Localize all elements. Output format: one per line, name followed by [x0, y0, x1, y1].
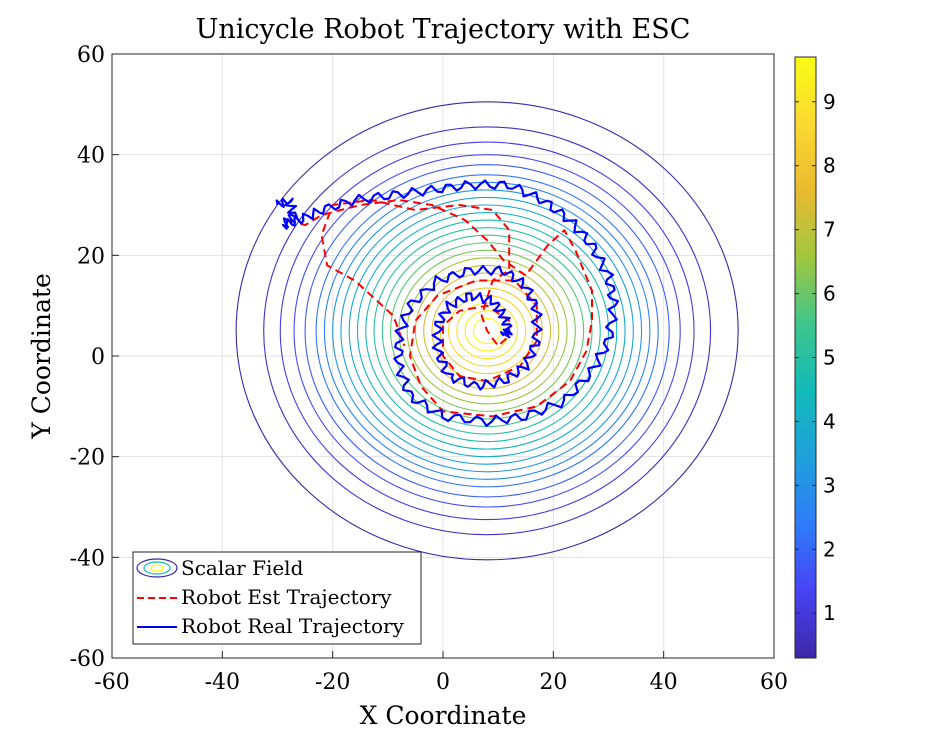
y-tick-label: 0	[91, 345, 105, 370]
colorbar-tick-label: 4	[823, 409, 836, 433]
contour-level	[235, 101, 739, 561]
contour-level	[414, 264, 560, 397]
contour-level	[456, 302, 519, 360]
y-tick-label: -40	[70, 546, 105, 571]
colorbar-tick-label: 9	[823, 90, 836, 114]
y-tick-label: 20	[77, 244, 105, 269]
colorbar-tick-label: 8	[823, 154, 836, 178]
y-tick-label: 60	[77, 43, 105, 68]
contour-level	[332, 189, 643, 473]
legend-label-real-trajectory: Robot Real Trajectory	[181, 614, 405, 638]
contour-level	[263, 126, 712, 536]
x-tick-label: -40	[205, 670, 240, 695]
y-tick-label: -60	[70, 647, 105, 672]
colorbar-tick-label: 2	[823, 537, 836, 561]
legend-icon-scalar-field	[136, 558, 178, 578]
x-axis-label: X Coordinate	[360, 701, 527, 730]
chart-title: Unicycle Robot Trajectory with ESC	[196, 14, 691, 45]
legend-label-est-trajectory: Robot Est Trajectory	[181, 585, 392, 609]
x-tick-label: 0	[436, 670, 450, 695]
contour-level	[315, 174, 659, 488]
contour-level	[293, 154, 681, 508]
contour-level	[304, 164, 670, 498]
x-axis-ticks: -60 -40 -20 0 20 40 60	[94, 651, 788, 695]
contour-level	[356, 212, 618, 450]
x-tick-label: -60	[94, 670, 129, 695]
series-est-trajectory	[288, 199, 593, 418]
colorbar-tick-label: 1	[823, 601, 836, 625]
colorbar-ticks: 1 2 3 4 5 6 7 8 9	[795, 90, 836, 625]
legend-label-scalar-field: Scalar Field	[181, 556, 304, 580]
colorbar-tick-label: 7	[823, 218, 836, 242]
contour-level	[340, 196, 634, 465]
colorbar-tick-label: 5	[823, 346, 836, 370]
colorbar: 1 2 3 4 5 6 7 8 9	[794, 56, 836, 659]
y-axis-label: Y Coordinate	[27, 273, 56, 439]
legend-box	[132, 551, 422, 645]
contour-level	[348, 204, 626, 458]
trajectory-series	[275, 179, 620, 427]
contour-level	[365, 219, 610, 443]
colorbar-tick-label: 6	[823, 282, 836, 306]
y-tick-label: 40	[77, 144, 105, 169]
contour-level	[390, 242, 585, 420]
contour-level	[423, 272, 552, 390]
x-tick-label: 40	[650, 670, 678, 695]
series-real-trajectory	[275, 179, 620, 427]
contour-level	[279, 141, 695, 521]
y-axis-ticks: 60 40 20 0 -20 -40 -60	[70, 43, 119, 672]
colorbar-tick-label: 3	[823, 473, 836, 497]
x-tick-label: 60	[760, 670, 788, 695]
x-tick-label: 20	[539, 670, 567, 695]
y-tick-label: -20	[70, 446, 105, 471]
x-tick-label: -20	[315, 670, 350, 695]
contour-level	[472, 317, 502, 344]
contour-level	[398, 249, 576, 412]
contour-level	[373, 227, 601, 435]
legend: Scalar Field Robot Est Trajectory Robot …	[132, 551, 422, 645]
contour-level	[406, 257, 568, 405]
